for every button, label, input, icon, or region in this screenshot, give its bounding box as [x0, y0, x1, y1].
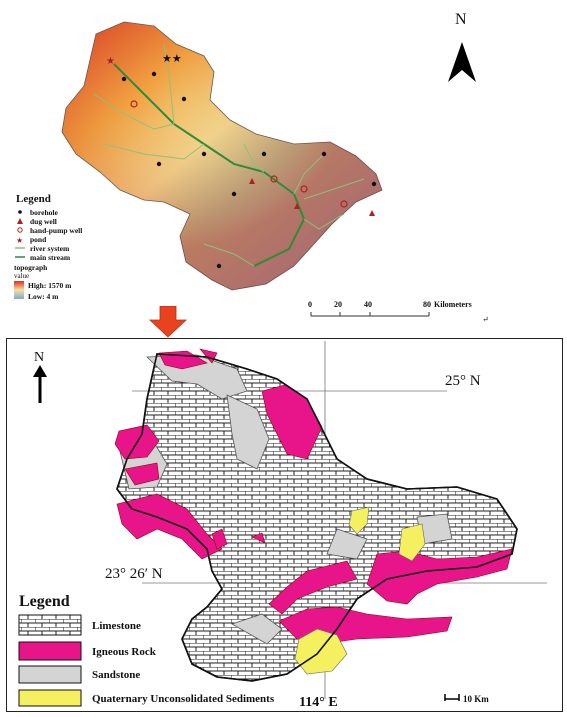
geology-map-svg: N 25° N 23° 26′ N 114° E 10 Km Legend Li…: [18, 341, 547, 710]
svg-text:0: 0: [308, 300, 312, 309]
svg-text:Kilometers: Kilometers: [434, 300, 472, 309]
limestone-swatch: [18, 614, 82, 636]
svg-text:Low: 4 m: Low: 4 m: [28, 292, 59, 301]
scale-bar: 10 Km: [444, 694, 489, 704]
topographic-map-svg: ★★ ★ N Legend borehole dug well hand-pum…: [14, 11, 488, 324]
sandstone-swatch: [18, 665, 82, 684]
svg-text:Quaternary Unconsolidated Sedi: Quaternary Unconsolidated Sediments: [92, 693, 275, 705]
basin-boundary: [116, 353, 518, 682]
topo-legend: Legend borehole dug well hand-pump well …: [14, 193, 82, 301]
svg-text:topograph: topograph: [14, 263, 48, 272]
svg-text:Igneous Rock: Igneous Rock: [92, 646, 157, 658]
svg-text:hand-pump well: hand-pump well: [30, 226, 82, 235]
svg-text:80: 80: [423, 300, 431, 309]
svg-text:★: ★: [106, 56, 115, 67]
svg-text:Sandstone: Sandstone: [92, 669, 140, 681]
svg-text:↵: ↵: [482, 315, 488, 324]
svg-text:value: value: [14, 272, 29, 280]
geology-legend: Legend Limestone Igneous Rock Sandstone …: [18, 593, 275, 707]
svg-text:★★: ★★: [162, 53, 182, 65]
scale-bar: 0 20 40 80 Kilometers ↵: [308, 300, 488, 324]
north-arrow: N: [33, 350, 47, 403]
quaternary-sediment-regions: [294, 506, 426, 675]
topographic-map-panel: ★★ ★ N Legend borehole dug well hand-pum…: [4, 4, 488, 324]
svg-text:borehole: borehole: [30, 208, 58, 217]
hand-pump-well-icon: [17, 227, 23, 233]
svg-text:Limestone: Limestone: [92, 620, 141, 632]
elevation-ramp: [14, 281, 24, 299]
svg-text:main stream: main stream: [30, 253, 71, 262]
pond-icon: ★: [16, 236, 23, 245]
quaternary-sediments-swatch: [18, 689, 82, 707]
svg-text:10 Km: 10 Km: [463, 694, 489, 704]
svg-text:dug well: dug well: [30, 217, 57, 226]
igneous-rock-swatch: [18, 641, 82, 661]
geology-map-panel: N 25° N 23° 26′ N 114° E 10 Km Legend Li…: [6, 338, 563, 712]
transition-arrow-icon: [148, 306, 188, 338]
borehole-icon: [18, 210, 22, 214]
svg-text:40: 40: [364, 300, 372, 309]
legend-title: Legend: [19, 593, 70, 610]
dug-well-icon: [17, 218, 23, 224]
main-stream: [113, 63, 306, 267]
legend-title: Legend: [16, 193, 51, 205]
svg-text:N: N: [34, 350, 44, 365]
lat-top-label: 25° N: [445, 373, 481, 389]
svg-text:High: 1570 m: High: 1570 m: [28, 281, 72, 290]
lat-bottom-label: 23° 26′ N: [105, 566, 163, 582]
sample-points: ★★ ★: [106, 53, 377, 269]
svg-text:N: N: [455, 11, 467, 28]
river-system: [93, 43, 365, 267]
north-arrow: N: [448, 11, 476, 82]
svg-text:20: 20: [334, 300, 342, 309]
svg-text:pond: pond: [30, 235, 47, 244]
lon-label: 114° E: [299, 695, 338, 710]
svg-text:river system: river system: [30, 244, 70, 253]
